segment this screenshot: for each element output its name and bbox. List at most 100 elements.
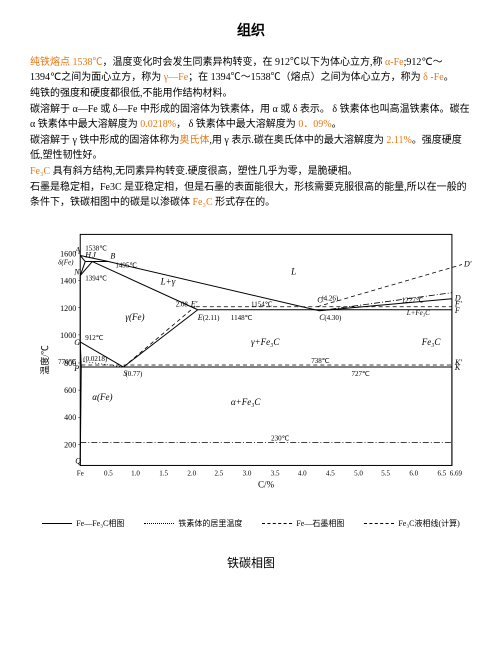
temp-B: 1495℃ [115,262,137,270]
region-L: L [290,267,296,277]
text-segment: 0．09% [298,119,331,130]
xtick: 3.0 [243,470,252,478]
temp-G: 912℃ [85,334,104,342]
paragraph: 石墨是稳定相，Fe3C 是亚稳定相，但是石墨的表面能很大，形核需要克服很高的能量… [30,180,472,210]
temp-S0: (0.0218) [83,355,108,363]
xtick: 6.5 [437,470,446,478]
region-LFe3C: L+Fe₃C [406,309,430,317]
body-text: 纯铁熔点 1538℃，温度变化时会发生同素异构转变，在 912℃以下为体心立方,… [30,55,472,210]
legend-item: Fe₃C液相线(计算) [364,518,459,529]
temp-1227: 1227℃ [402,297,424,305]
ytick: 1600 [60,250,76,259]
text-segment: 形式存在的。 [213,197,276,208]
temp-1154: 1154℃ [251,301,273,309]
region-Lg: L+γ [160,277,176,287]
text-segment: ,用 γ 表示.碳在奥氏体中的最大溶解度为 [209,135,386,146]
temp-738: 738℃ [311,357,330,365]
pt-G: G [74,338,80,347]
text-segment: ，温度变化时会发生同素异构转变，在 912℃以下为体心立方,称 [103,57,386,68]
paragraph: Fe₃C 具有斜方结构,无同素异构转变.硬度很高，塑性几乎为零，是脆硬相。 [30,164,472,179]
paragraph: 碳溶解于 γ 铁中形成的固溶体称为奥氏体,用 γ 表示.碳在奥氏体中的最大溶解度… [30,133,472,163]
text-segment: 。 [332,119,342,130]
xtick: 6.69 [450,470,463,478]
phase-diagram-svg: 200 400 600 800 1000 1200 1400 1600 Fe 0… [30,220,472,510]
pt-Fp: F' [454,300,462,309]
text-segment: 碳溶解于 γ 铁中形成的固溶体称为 [30,135,179,146]
temp-N: 1394℃ [85,275,107,283]
legend-label: Fe₃C液相线(计算) [398,518,459,529]
xtick: 5.5 [381,470,390,478]
ytick: 1200 [60,304,76,313]
comp-C: (4.30) [324,314,342,322]
region-Fe3C: Fe₃C [421,337,442,347]
temp-A: 1538℃ [85,244,107,252]
legend-line [144,523,174,524]
paragraph: 碳溶解于 α—Fe 或 δ—Fe 中形成的固溶体为铁素体，用 α 或 δ 表示。… [30,102,472,132]
ytick: 1400 [60,277,76,286]
region-a: α(Fe) [92,392,112,402]
pt-N: N [73,268,80,277]
text-segment: 0.0218% [140,119,176,130]
xtick: Fe [77,470,84,478]
xtick: 0.5 [104,470,113,478]
xtick: 4.5 [326,470,335,478]
text-segment: γ—Fe [164,72,188,83]
legend-line [42,523,72,524]
comp-C2: (4.26) [321,295,339,303]
temp-1148: 1148℃ [231,314,253,322]
ytick: 400 [64,413,76,422]
text-segment: 纯铁的强度和硬度都很低,不能用作结构材料。 [30,88,233,99]
legend-label: Fe—石墨相图 [296,518,344,529]
text-segment: 。 [444,72,454,83]
temp-230: 230℃ [271,434,290,442]
legend-line [262,523,292,524]
ytick: 600 [64,386,76,395]
paragraph: 纯铁熔点 1538℃，温度变化时会发生同素异构转变，在 912℃以下为体心立方,… [30,55,472,85]
xtick: 5.0 [354,470,363,478]
text-segment: 奥氏体 [179,135,209,146]
pt-Dp: D' [463,260,472,269]
legend-label: Fe—Fe₃C相图 [76,518,124,529]
text-segment: ， δ 铁素体中最大溶解度为 [176,119,298,130]
pt-B: B [110,252,115,261]
pt-Kp: K' [454,358,462,367]
legend-label: 铁素体的居里温度 [178,518,242,529]
pt-Q: Q [75,456,81,465]
xtick: 6.0 [409,470,418,478]
region-aFe3C: α+Fe₃C [231,397,261,407]
xtick: 3.5 [271,470,280,478]
y-axis-label: 温度/℃ [39,345,50,375]
xtick: 2.0 [187,470,196,478]
footer-title: 铁碳相图 [30,554,472,571]
pt-A: A [74,245,80,254]
legend-item: 铁素体的居里温度 [144,518,242,529]
text-segment: 具有斜方结构,无同素异构转变.硬度很高，塑性几乎为零，是脆硬相。 [50,166,358,177]
legend-item: Fe—Fe₃C相图 [42,518,124,529]
pt-Ep: E' [190,300,198,309]
page-title: 组织 [30,20,472,40]
paragraph: 纯铁的强度和硬度都很低,不能用作结构材料。 [30,86,472,101]
text-segment: ；在 1394℃～1538℃（熔点）之间为体心立方，称为 [188,72,423,83]
temp-727: 727℃ [351,370,370,378]
phase-diagram: 200 400 600 800 1000 1200 1400 1600 Fe 0… [30,220,472,510]
legend: Fe—Fe₃C相图 铁素体的居里温度 Fe—石墨相图 Fe₃C液相线(计算) [30,518,472,529]
region-gFe3C: γ+Fe₃C [251,337,280,347]
region-g: γ(Fe) [125,312,144,322]
text-segment: Fe₃C [193,197,213,208]
xtick: 4.0 [298,470,307,478]
ytick: 200 [64,440,76,449]
comp-S: (0.77) [125,370,143,378]
text-segment: δ -Fe [423,72,444,83]
region-dFe: δ(Fe) [58,259,74,267]
legend-item: Fe—石墨相图 [262,518,344,529]
comp-E: (2.11) [203,314,220,322]
temp-770: 770℃ [58,358,77,366]
text-segment: Fe₃C [30,166,50,177]
comp-E2: 2.08 [176,301,189,309]
legend-line [364,523,394,524]
xtick: 2.5 [214,470,223,478]
text-segment: 2.11% [386,135,411,146]
x-axis-label: C/% [258,480,275,490]
xtick: 1.0 [131,470,140,478]
text-segment: α-Fe [385,57,404,68]
